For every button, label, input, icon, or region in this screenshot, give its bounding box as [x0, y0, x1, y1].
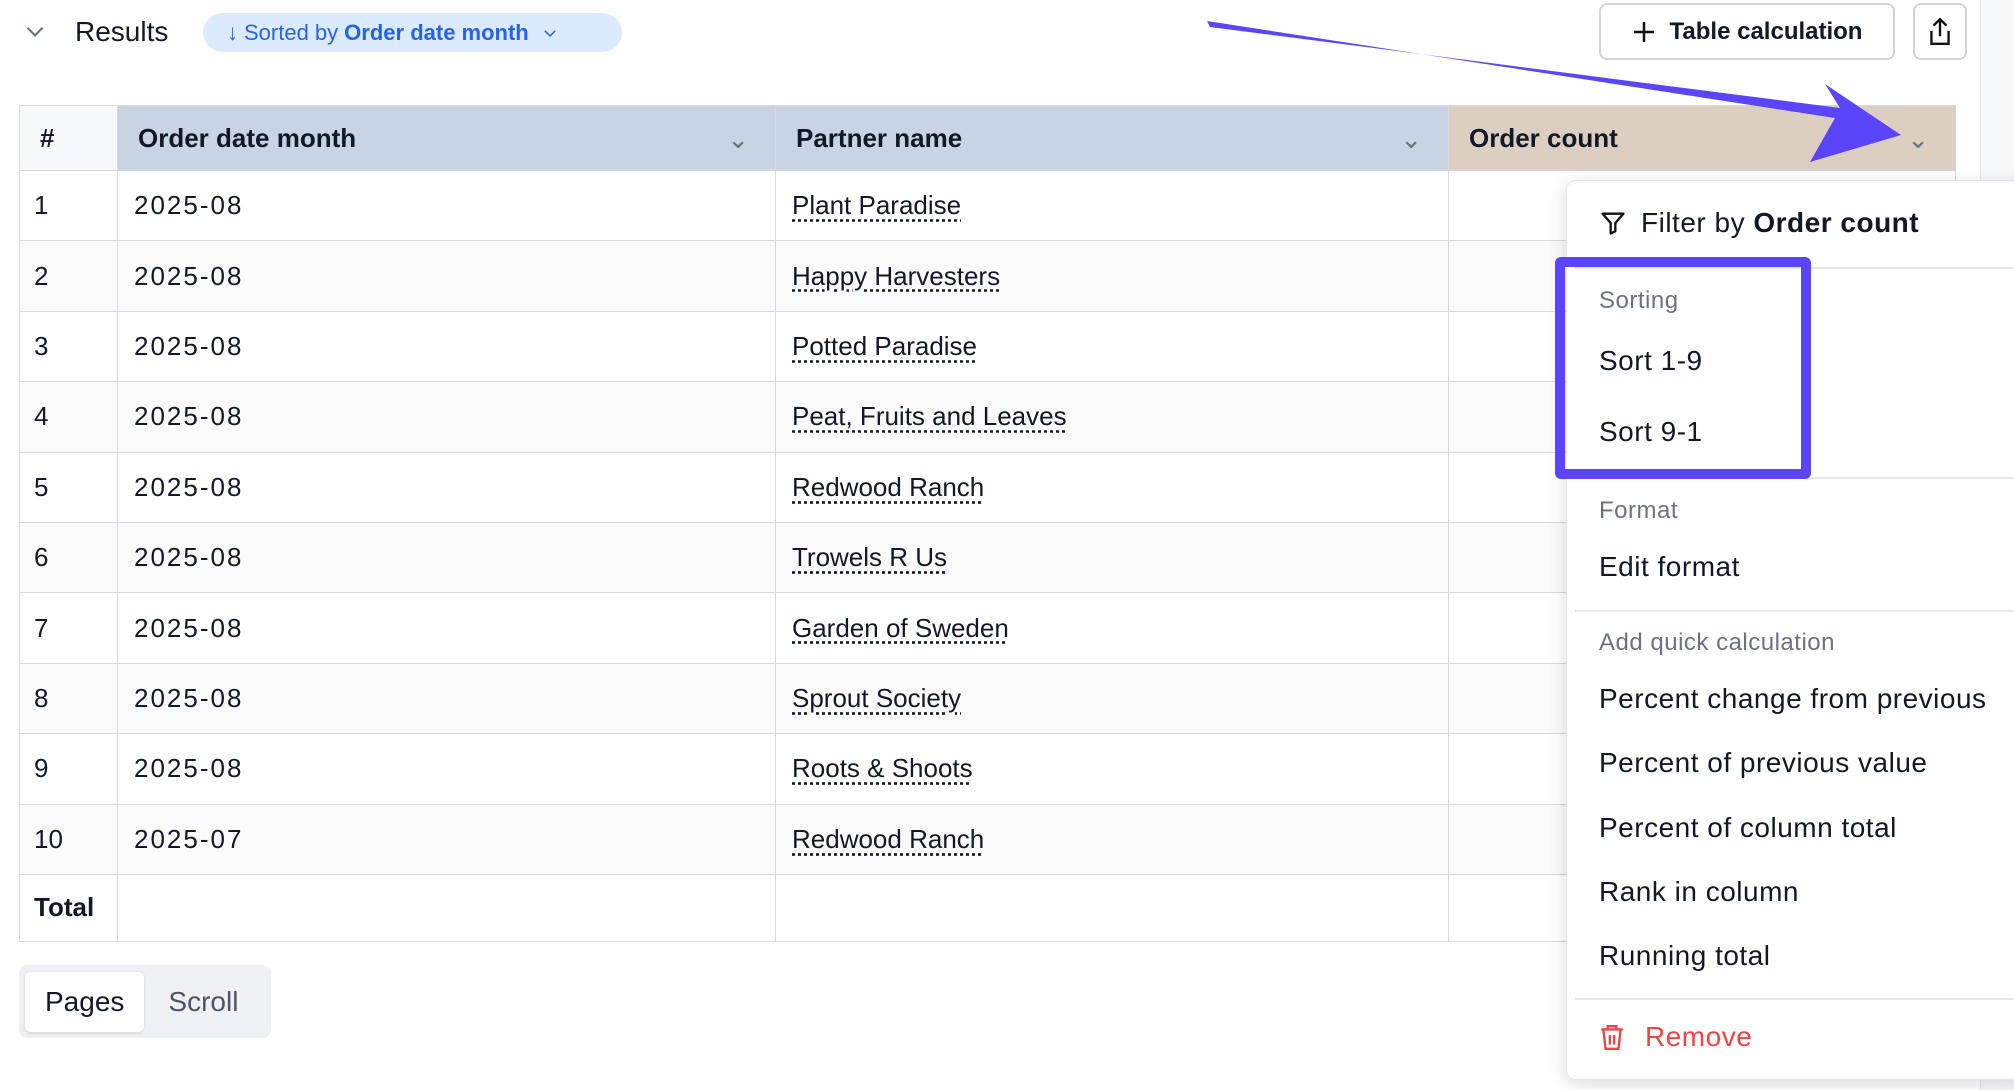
pages-toggle-button[interactable]: Pages [25, 971, 145, 1032]
quick-calc-label: Add quick calculation [1599, 629, 1835, 656]
partner-name-cell[interactable]: Plant Paradise [775, 169, 1449, 242]
partner-name-cell[interactable]: Redwood Ranch [775, 803, 1449, 875]
table-row: 8 2025-08 Sprout Society [19, 662, 1956, 735]
order-date-cell: 2025-08 [117, 521, 776, 594]
chevron-down-icon[interactable]: ⌄ [1400, 124, 1422, 154]
quick-calc-item[interactable]: Percent of previous value [1599, 747, 1928, 778]
total-label: Total [19, 873, 118, 942]
order-date-cell: 2025-08 [117, 169, 776, 242]
remove-item[interactable]: Remove [1599, 1021, 1752, 1053]
table-calculation-label: Table calculation [1669, 17, 1863, 45]
collapse-chevron-icon[interactable] [22, 18, 48, 44]
trash-icon [1601, 1025, 1623, 1051]
row-index: 10 [19, 803, 118, 875]
order-date-cell: 2025-08 [117, 662, 776, 735]
row-index: 6 [19, 521, 118, 594]
quick-calc-item[interactable]: Running total [1599, 940, 1771, 971]
filter-menu-item[interactable]: Filter by Order count [1599, 207, 1919, 239]
order-date-cell: 2025-08 [117, 451, 776, 523]
column-header-order-date-month[interactable]: Order date month ⌄ [117, 105, 776, 171]
partner-name-cell[interactable]: Sprout Society [775, 662, 1449, 735]
results-title: Results [75, 16, 169, 47]
quick-calc-item[interactable]: Percent of column total [1599, 812, 1897, 843]
partner-name-cell[interactable]: Peat, Fruits and Leaves [775, 381, 1449, 453]
row-index: 8 [19, 662, 118, 735]
scroll-toggle-button[interactable]: Scroll [168, 985, 239, 1017]
edit-format-item[interactable]: Edit format [1599, 551, 1740, 582]
column-header-partner-name[interactable]: Partner name ⌄ [775, 105, 1449, 171]
sort-field: Order date month [344, 19, 529, 45]
column-menu: Filter by Order count Sorting Sort 1-9 S… [1566, 180, 2014, 1080]
share-button[interactable] [1913, 3, 1967, 60]
quick-calc-item[interactable]: Percent change from previous [1599, 683, 1987, 714]
column-header-index: # [19, 105, 118, 171]
row-index: 5 [19, 451, 118, 523]
order-date-cell: 2025-08 [117, 592, 776, 664]
partner-name-cell[interactable]: Trowels R Us [775, 521, 1449, 594]
plus-icon [1633, 21, 1654, 42]
arrow-down-icon: ↓ [227, 19, 238, 45]
row-index: 4 [19, 381, 118, 453]
annotation-arrow-shape [1207, 21, 1901, 162]
partner-name-cell[interactable]: Happy Harvesters [775, 240, 1449, 312]
sorting-label: Sorting [1599, 287, 1679, 314]
order-date-cell: 2025-08 [117, 240, 776, 312]
sort-prefix: Sorted by [244, 19, 339, 45]
quick-calc-item[interactable]: Rank in column [1599, 876, 1799, 907]
pagination-toggle: Pages Scroll [19, 965, 271, 1038]
filter-icon [1601, 212, 1625, 235]
row-index: 1 [19, 169, 118, 242]
order-date-cell: 2025-07 [117, 803, 776, 875]
table-calculation-button[interactable]: Table calculation [1599, 3, 1895, 60]
partner-name-cell[interactable]: Redwood Ranch [775, 451, 1449, 523]
sort-ascending-item[interactable]: Sort 1-9 [1599, 345, 1703, 376]
sort-pill[interactable]: ↓ Sorted by Order date month [203, 13, 622, 52]
row-index: 3 [19, 310, 118, 383]
order-date-cell: 2025-08 [117, 381, 776, 453]
chevron-down-icon [543, 29, 556, 37]
order-date-cell: 2025-08 [117, 733, 776, 805]
share-icon [1930, 16, 1950, 45]
chevron-down-icon[interactable]: ⌄ [1907, 124, 1929, 154]
partner-name-cell[interactable]: Potted Paradise [775, 310, 1449, 383]
chevron-down-icon[interactable]: ⌄ [727, 124, 749, 154]
sort-descending-item[interactable]: Sort 9-1 [1599, 416, 1703, 447]
annotation-highlight-box [1555, 257, 1811, 479]
format-label: Format [1599, 497, 1679, 524]
row-index: 2 [19, 240, 118, 312]
